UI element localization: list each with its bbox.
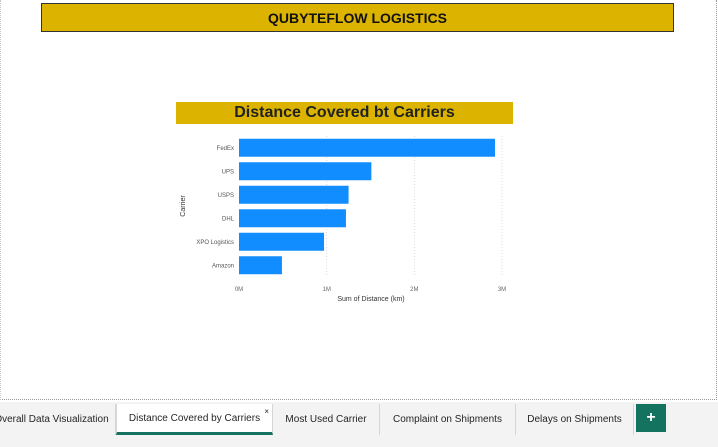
- add-page-button[interactable]: +: [636, 404, 666, 432]
- tab-complaint-on-shipments[interactable]: Complaint on Shipments: [380, 404, 516, 435]
- chart-bars[interactable]: [239, 138, 495, 275]
- report-title: QUBYTEFLOW LOGISTICS: [268, 9, 447, 26]
- report-title-banner: QUBYTEFLOW LOGISTICS: [41, 3, 674, 32]
- chart-gridlines: [326, 136, 503, 277]
- y-axis-title: Carrier: [180, 195, 187, 217]
- y-category-label: FedEx: [217, 146, 234, 152]
- x-tick-label: 0M: [235, 287, 243, 293]
- plus-icon: +: [646, 409, 656, 426]
- tab-label: Distance Covered by Carriers: [128, 412, 261, 424]
- y-category-label: USPS: [218, 193, 234, 199]
- bar[interactable]: [239, 162, 372, 181]
- tab-label: Most Used Carrier: [285, 414, 367, 425]
- chart-title-text: Distance Covered bt Carriers: [234, 104, 455, 121]
- bar-chart[interactable]: FedEx UPS USPS DHL XPO Logistics Amazon 0M 1M 2…: [1, 0, 718, 400]
- tab-label: Delays on Shipments: [527, 414, 622, 425]
- bar[interactable]: [239, 185, 349, 204]
- page-tab-bar: Overall Data Visualization Distance Cove…: [0, 402, 718, 447]
- report-canvas: QUBYTEFLOW LOGISTICS Distance Covered bt…: [0, 0, 717, 400]
- bar[interactable]: [239, 232, 325, 251]
- chart-tick-labels: 0M 1M 2M 3M: [235, 287, 506, 293]
- tab-overall-data-visualization[interactable]: Overall Data Visualization: [0, 404, 116, 435]
- y-category-label: XPO Logistics: [196, 240, 234, 246]
- y-category-label: UPS: [222, 169, 234, 175]
- bar[interactable]: [239, 209, 346, 228]
- x-tick-label: 3M: [498, 287, 506, 293]
- y-category-label: DHL: [222, 216, 235, 222]
- chart-title: Distance Covered bt Carriers: [176, 102, 513, 124]
- bar[interactable]: [239, 138, 495, 157]
- x-tick-label: 1M: [322, 287, 330, 293]
- tab-distance-covered-by-carriers[interactable]: Distance Covered by Carriers ×: [116, 404, 273, 435]
- close-icon[interactable]: ×: [264, 407, 269, 416]
- tab-most-used-carrier[interactable]: Most Used Carrier: [273, 404, 380, 435]
- y-category-label: Amazon: [212, 263, 234, 269]
- tab-label: Complaint on Shipments: [393, 414, 502, 425]
- x-axis-title: Sum of Distance (km): [337, 296, 404, 303]
- chart-category-labels: FedEx UPS USPS DHL XPO Logistics Amazon: [196, 146, 234, 270]
- tab-label: Overall Data Visualization: [0, 414, 109, 425]
- bar[interactable]: [239, 256, 282, 275]
- x-tick-label: 2M: [410, 287, 418, 293]
- tab-delays-on-shipments[interactable]: Delays on Shipments: [516, 404, 634, 435]
